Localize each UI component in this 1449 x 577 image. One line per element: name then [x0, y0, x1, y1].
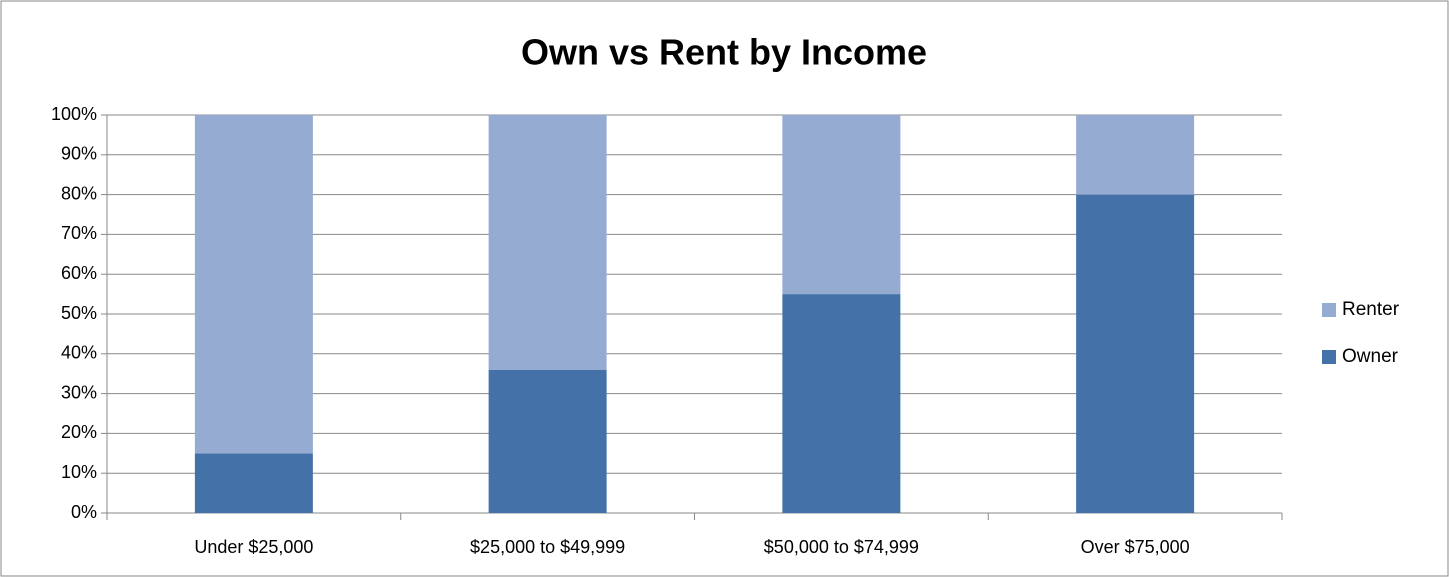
bar-segment — [488, 115, 607, 370]
bar-segment — [1076, 115, 1195, 195]
y-tick-label: 60% — [61, 263, 97, 283]
y-tick-label: 10% — [61, 462, 97, 482]
legend-label: Owner — [1342, 346, 1399, 367]
x-tick-label: $25,000 to $49,999 — [470, 537, 625, 557]
chart-title: Own vs Rent by Income — [521, 32, 927, 73]
y-tick-label: 40% — [61, 343, 97, 363]
y-tick-label: 0% — [71, 502, 97, 522]
y-tick-label: 90% — [61, 144, 97, 164]
y-tick-label: 50% — [61, 303, 97, 323]
x-tick-label: Over $75,000 — [1081, 537, 1190, 557]
y-tick-label: 30% — [61, 382, 97, 402]
legend-swatch — [1322, 350, 1336, 364]
y-tick-label: 70% — [61, 223, 97, 243]
bar-segment — [1076, 194, 1195, 513]
y-tick-label: 20% — [61, 422, 97, 442]
bar-segment — [782, 294, 901, 513]
bar-segment — [782, 115, 901, 295]
bar-segment — [488, 369, 607, 513]
legend-swatch — [1322, 303, 1336, 317]
x-tick-label: $50,000 to $74,999 — [764, 537, 919, 557]
bar-segment — [194, 115, 313, 454]
y-tick-label: 80% — [61, 183, 97, 203]
legend-label: Renter — [1342, 299, 1400, 320]
bar-segment — [194, 453, 313, 513]
y-tick-label: 100% — [51, 104, 97, 124]
x-tick-label: Under $25,000 — [194, 537, 313, 557]
